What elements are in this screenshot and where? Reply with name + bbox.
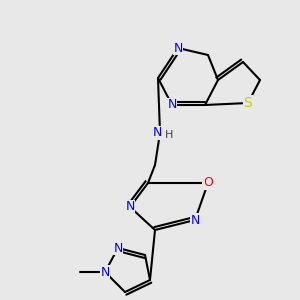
Text: N: N [190,214,200,226]
Text: H: H [165,130,173,140]
Text: N: N [173,41,183,55]
Text: N: N [125,200,135,214]
Text: N: N [152,127,162,140]
Text: N: N [100,266,110,278]
Text: S: S [244,96,252,110]
Text: O: O [203,176,213,190]
Text: N: N [167,98,177,112]
Text: N: N [113,242,123,254]
